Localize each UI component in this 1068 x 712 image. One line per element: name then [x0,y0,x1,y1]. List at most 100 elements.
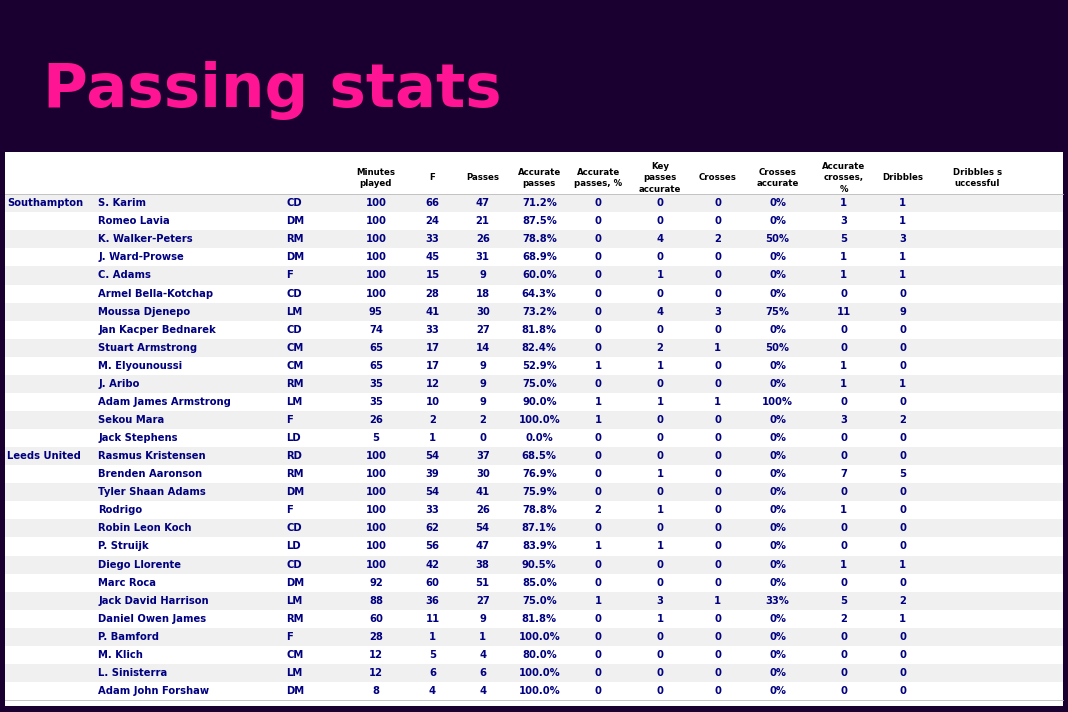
Text: 0: 0 [899,632,906,642]
Text: 0: 0 [714,506,721,515]
Text: 100: 100 [365,469,387,479]
Text: 9: 9 [480,379,486,389]
Bar [5,339,1063,357]
Text: 4: 4 [480,650,486,660]
Text: DM: DM [286,216,304,226]
Text: RM: RM [286,469,303,479]
Text: 0%: 0% [769,415,786,425]
Text: 0: 0 [841,342,847,352]
Text: 0%: 0% [769,668,786,678]
Text: M. Elyounoussi: M. Elyounoussi [98,361,183,371]
Text: 0: 0 [657,216,663,226]
Text: 75.0%: 75.0% [522,379,556,389]
Text: CD: CD [286,523,302,533]
Text: DM: DM [286,686,304,696]
Text: 1: 1 [657,361,663,371]
Text: Romeo Lavia: Romeo Lavia [98,216,170,226]
Text: 9: 9 [480,397,486,407]
Text: 35: 35 [370,397,382,407]
Text: 12: 12 [368,668,383,678]
Text: 1: 1 [841,560,847,570]
Text: 11: 11 [836,307,851,317]
Text: 1: 1 [899,560,906,570]
Text: 3: 3 [841,216,847,226]
Text: 0: 0 [714,271,721,281]
Text: 0: 0 [899,451,906,461]
Text: DM: DM [286,577,304,587]
Text: Dribbles: Dribbles [882,174,923,182]
Text: Crosses
accurate: Crosses accurate [756,168,799,188]
Text: 0%: 0% [769,325,786,335]
Text: 0: 0 [714,668,721,678]
Bar [5,574,1063,592]
Text: 2: 2 [899,596,906,606]
Text: 62: 62 [426,523,439,533]
Text: 2: 2 [714,234,721,244]
Text: 37: 37 [476,451,489,461]
Text: Daniel Owen James: Daniel Owen James [98,614,206,624]
Text: 0%: 0% [769,433,786,443]
Text: 1: 1 [899,216,906,226]
Text: 1: 1 [714,397,721,407]
Text: 1: 1 [480,632,486,642]
Text: 45: 45 [425,253,440,263]
Text: 0: 0 [657,379,663,389]
Text: Southampton: Southampton [7,198,83,208]
Text: Rodrigo: Rodrigo [98,506,142,515]
Text: 0%: 0% [769,288,786,298]
Text: 0: 0 [657,668,663,678]
Text: 33: 33 [426,506,439,515]
Text: 0: 0 [899,668,906,678]
Text: 1: 1 [899,614,906,624]
Text: 100%: 100% [761,397,794,407]
Text: 1: 1 [657,614,663,624]
Text: 3: 3 [657,596,663,606]
Bar [5,682,1063,700]
Text: 0: 0 [595,271,601,281]
Text: 80.0%: 80.0% [522,650,556,660]
Text: Key
passes
accurate: Key passes accurate [639,162,681,194]
Text: CM: CM [286,650,303,660]
Text: LM: LM [286,596,302,606]
Text: 0: 0 [841,433,847,443]
Text: 0: 0 [841,668,847,678]
Text: 28: 28 [370,632,382,642]
Text: 75.0%: 75.0% [522,596,556,606]
Text: 6: 6 [429,668,436,678]
Text: 74: 74 [368,325,383,335]
Text: 0: 0 [899,542,906,552]
Text: Crosses: Crosses [698,174,737,182]
Text: 0: 0 [595,433,601,443]
Text: 4: 4 [480,686,486,696]
Text: 0: 0 [595,650,601,660]
Text: LM: LM [286,307,302,317]
Text: Adam James Armstrong: Adam James Armstrong [98,397,231,407]
Text: 100: 100 [365,487,387,497]
Text: 65: 65 [368,342,383,352]
Text: K. Walker-Peters: K. Walker-Peters [98,234,193,244]
Text: 30: 30 [476,307,489,317]
Text: 0: 0 [899,397,906,407]
Text: 0: 0 [714,686,721,696]
Text: Jack Stephens: Jack Stephens [98,433,177,443]
Bar [5,664,1063,682]
Text: 0: 0 [714,487,721,497]
Text: 0: 0 [899,288,906,298]
Text: S. Karim: S. Karim [98,198,146,208]
Text: CD: CD [286,325,302,335]
Text: 5: 5 [429,650,436,660]
Bar [5,320,1063,339]
Text: 0%: 0% [769,271,786,281]
Text: 21: 21 [475,216,490,226]
Text: 0: 0 [714,614,721,624]
Text: 0: 0 [841,650,847,660]
Text: 28: 28 [426,288,439,298]
Bar [5,646,1063,664]
Text: CD: CD [286,288,302,298]
Text: CM: CM [286,361,303,371]
Text: C. Adams: C. Adams [98,271,152,281]
Text: Leeds United: Leeds United [7,451,81,461]
Text: 1: 1 [657,506,663,515]
Bar [5,212,1063,230]
Text: 1: 1 [595,542,601,552]
